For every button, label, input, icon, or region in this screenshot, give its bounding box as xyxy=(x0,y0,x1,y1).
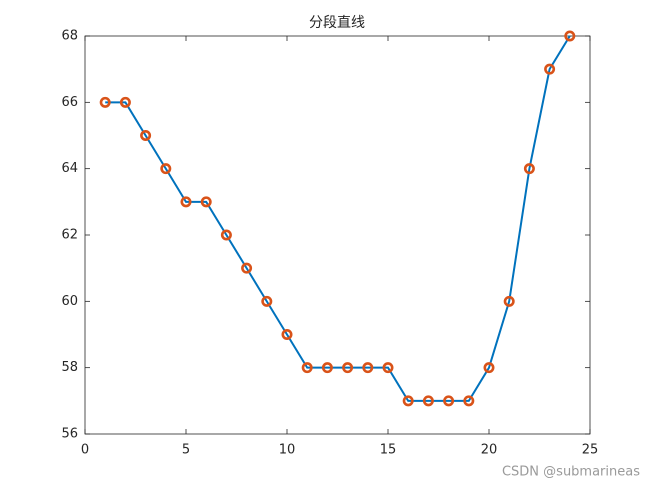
marker xyxy=(160,163,172,175)
y-tick-label: 66 xyxy=(61,95,78,110)
marker xyxy=(321,362,333,374)
x-tick-label: 10 xyxy=(279,443,296,458)
x-tick-label: 5 xyxy=(182,443,190,458)
plot-area xyxy=(84,35,591,435)
marker xyxy=(99,96,111,108)
marker xyxy=(119,96,131,108)
marker xyxy=(342,362,354,374)
marker xyxy=(503,295,515,307)
y-tick-label: 58 xyxy=(61,360,78,375)
watermark: CSDN @submarineas xyxy=(502,465,640,480)
marker xyxy=(463,395,475,407)
y-tick-label: 56 xyxy=(61,427,78,442)
marker xyxy=(544,63,556,75)
y-tick-label: 68 xyxy=(61,29,78,44)
x-tick-label: 15 xyxy=(380,443,397,458)
marker xyxy=(402,395,414,407)
marker xyxy=(281,328,293,340)
marker xyxy=(362,362,374,374)
marker xyxy=(301,362,313,374)
chart-title: 分段直线 xyxy=(309,14,365,31)
marker xyxy=(422,395,434,407)
marker xyxy=(220,229,232,241)
x-tick-label: 25 xyxy=(582,443,599,458)
marker xyxy=(241,262,253,274)
marker xyxy=(140,130,152,142)
y-tick-label: 64 xyxy=(61,161,78,176)
y-tick-label: 60 xyxy=(61,294,78,309)
marker xyxy=(180,196,192,208)
marker xyxy=(382,362,394,374)
marker xyxy=(523,163,535,175)
marker xyxy=(200,196,212,208)
y-tick-label: 62 xyxy=(61,228,78,243)
x-tick-label: 0 xyxy=(81,443,89,458)
marker xyxy=(483,362,495,374)
marker xyxy=(261,295,273,307)
line xyxy=(105,35,571,402)
marker xyxy=(564,30,576,42)
x-tick-label: 20 xyxy=(481,443,498,458)
marker xyxy=(443,395,455,407)
